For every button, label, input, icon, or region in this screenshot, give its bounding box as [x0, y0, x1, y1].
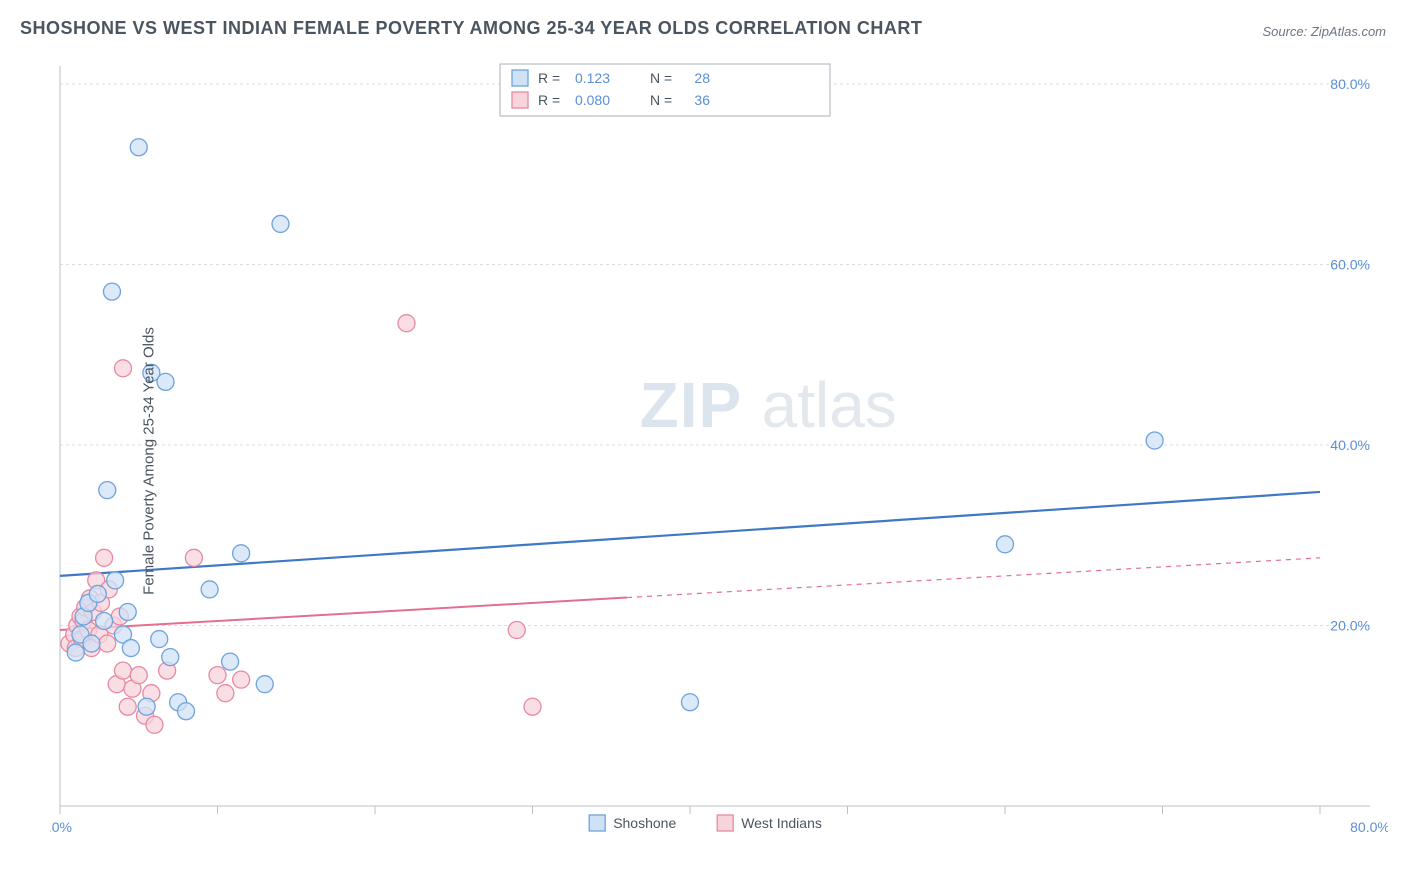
data-point — [122, 640, 139, 657]
legend-swatch — [512, 92, 528, 108]
y-tick-label: 80.0% — [1330, 76, 1370, 92]
legend-n-label: N = — [650, 92, 672, 108]
y-axis-label: Female Poverty Among 25-34 Year Olds — [140, 327, 157, 595]
data-point — [256, 676, 273, 693]
y-tick-label: 60.0% — [1330, 257, 1370, 273]
data-point — [103, 283, 120, 300]
chart-container: Female Poverty Among 25-34 Year Olds 20.… — [50, 60, 1388, 862]
data-point — [115, 360, 132, 377]
data-point — [209, 667, 226, 684]
data-point — [96, 549, 113, 566]
watermark-icon: ZIP — [640, 369, 743, 441]
data-point — [233, 671, 250, 688]
data-point — [178, 703, 195, 720]
legend-swatch — [717, 815, 733, 831]
x-tick-label: 80.0% — [1350, 819, 1388, 835]
data-point — [201, 581, 218, 598]
data-point — [233, 545, 250, 562]
legend-swatch — [512, 70, 528, 86]
data-point — [217, 685, 234, 702]
data-point — [99, 482, 116, 499]
x-tick-label: 0.0% — [50, 819, 72, 835]
legend-n-value: 36 — [694, 92, 710, 108]
data-point — [67, 644, 84, 661]
data-point — [508, 622, 525, 639]
data-point — [115, 662, 132, 679]
legend-swatch — [589, 815, 605, 831]
data-point — [89, 585, 106, 602]
data-point — [222, 653, 239, 670]
data-point — [83, 635, 100, 652]
data-point — [138, 698, 155, 715]
legend-series-label: Shoshone — [613, 815, 676, 831]
watermark-icon: atlas — [762, 369, 897, 441]
legend-n-value: 28 — [694, 70, 710, 86]
data-point — [185, 549, 202, 566]
data-point — [96, 613, 113, 630]
data-point — [1146, 432, 1163, 449]
data-point — [162, 649, 179, 666]
scatter-plot: 20.0% 40.0% 60.0% 80.0% ZIP atlas 0.0% 80.0% R =… — [50, 60, 1388, 862]
data-point — [682, 694, 699, 711]
legend-r-value: 0.123 — [575, 70, 610, 86]
data-point — [107, 572, 124, 589]
legend-series-label: West Indians — [741, 815, 822, 831]
data-point — [997, 536, 1014, 553]
data-point — [524, 698, 541, 715]
data-point — [151, 631, 168, 648]
legend-r-value: 0.080 — [575, 92, 610, 108]
trend-line-dashed — [627, 558, 1320, 598]
data-point — [272, 215, 289, 232]
data-point — [99, 635, 116, 652]
data-point — [130, 667, 147, 684]
source-label: Source: ZipAtlas.com — [1262, 24, 1386, 39]
trend-line — [60, 492, 1320, 576]
data-point — [157, 373, 174, 390]
data-point — [119, 603, 136, 620]
data-point — [398, 315, 415, 332]
legend-r-label: R = — [538, 92, 560, 108]
y-tick-label: 20.0% — [1330, 618, 1370, 634]
y-tick-label: 40.0% — [1330, 437, 1370, 453]
data-point — [130, 139, 147, 156]
data-point — [146, 716, 163, 733]
data-point — [119, 698, 136, 715]
chart-title: SHOSHONE VS WEST INDIAN FEMALE POVERTY A… — [20, 18, 922, 39]
legend-r-label: R = — [538, 70, 560, 86]
legend-n-label: N = — [650, 70, 672, 86]
